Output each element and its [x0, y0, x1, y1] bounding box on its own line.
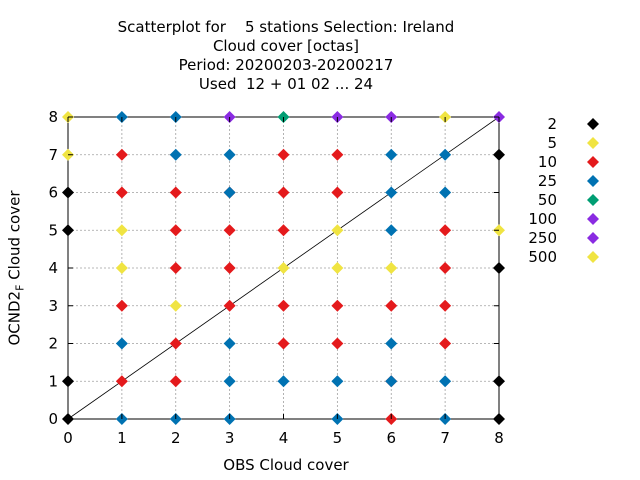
legend-label: 10: [538, 153, 557, 171]
y-tick-label: 2: [48, 335, 58, 353]
data-point: [439, 375, 452, 388]
data-point: [169, 375, 182, 388]
legend-marker: [587, 194, 599, 206]
legend-marker: [587, 118, 599, 130]
data-point: [439, 262, 452, 274]
legend-marker: [587, 232, 599, 244]
data-point: [385, 148, 398, 161]
legend-label: 5: [547, 134, 557, 152]
y-tick-label: 3: [48, 297, 58, 315]
data-point: [385, 224, 398, 237]
legend-marker: [587, 251, 599, 263]
data-point: [385, 375, 398, 388]
y-axis-label: OCND2F Cloud cover: [5, 190, 27, 346]
data-point: [439, 186, 452, 199]
chart-title-line3: Period: 20200203-20200217: [178, 56, 394, 74]
data-point: [277, 224, 290, 237]
data-point: [169, 337, 182, 350]
data-point: [169, 186, 182, 199]
data-point: [277, 337, 290, 350]
data-point: [277, 148, 290, 161]
y-tick-label: 1: [48, 372, 58, 390]
data-point: [115, 148, 128, 161]
data-point: [277, 375, 290, 388]
x-tick-label: 8: [494, 429, 504, 447]
y-tick-label: 4: [48, 259, 58, 277]
data-point: [223, 299, 236, 312]
legend-label: 250: [528, 229, 557, 247]
x-tick-label: 6: [386, 429, 396, 447]
data-point: [439, 299, 452, 312]
x-tick-label: 5: [333, 429, 343, 447]
data-point: [115, 299, 128, 312]
data-point: [331, 148, 344, 161]
data-point: [223, 337, 236, 350]
data-point: [223, 375, 236, 388]
data-point: [115, 337, 128, 350]
legend-marker: [587, 175, 599, 187]
data-point: [169, 299, 182, 312]
x-tick-label: 7: [440, 429, 450, 447]
x-tick-label: 0: [63, 429, 73, 447]
data-point: [331, 186, 344, 199]
legend-label: 500: [528, 248, 557, 266]
legend-label: 25: [538, 172, 557, 190]
chart-title-line2: Cloud cover [octas]: [212, 37, 360, 55]
data-point: [385, 262, 398, 274]
legend-marker: [587, 156, 599, 168]
data-point: [331, 262, 344, 274]
data-point: [115, 224, 128, 237]
data-point: [223, 262, 236, 274]
x-axis-label: OBS Cloud cover: [223, 456, 349, 474]
x-tick-label: 4: [279, 429, 289, 447]
y-tick-label: 5: [48, 221, 58, 239]
data-point: [385, 337, 398, 350]
data-point: [277, 186, 290, 199]
data-point: [331, 337, 344, 350]
data-point: [331, 375, 344, 388]
data-point: [169, 262, 182, 274]
legend-marker: [587, 137, 599, 149]
y-tick-label: 0: [48, 410, 58, 428]
legend-label: 2: [547, 115, 557, 133]
data-point: [115, 262, 128, 274]
data-point: [385, 299, 398, 312]
chart-title-line1: Scatterplot for 5 stations Selection: Ir…: [117, 18, 455, 36]
data-point: [385, 186, 398, 199]
chart-title-line4: Used 12 + 01 02 ... 24: [198, 75, 374, 93]
data-point: [439, 148, 452, 161]
legend-label: 50: [538, 191, 557, 209]
data-point: [115, 375, 128, 388]
data-point: [277, 262, 290, 274]
y-tick-label: 8: [48, 108, 58, 126]
legend-marker: [587, 213, 599, 225]
y-tick-label: 7: [48, 146, 58, 164]
data-point: [169, 148, 182, 161]
y-tick-label: 6: [48, 184, 58, 202]
x-tick-label: 3: [225, 429, 235, 447]
y-ticks: 0 1 2 3 4 5 6 7 8: [48, 108, 499, 428]
data-point: [223, 148, 236, 161]
x-ticks: 0 1 2 3 4 5 6 7 8: [63, 117, 504, 447]
x-tick-label: 2: [171, 429, 181, 447]
data-point: [115, 186, 128, 199]
legend-label: 100: [528, 210, 557, 228]
data-point: [169, 224, 182, 237]
data-point: [439, 224, 452, 237]
data-point: [277, 299, 290, 312]
data-point: [331, 224, 344, 237]
data-point: [223, 224, 236, 237]
x-tick-label: 1: [117, 429, 127, 447]
data-point: [223, 186, 236, 199]
data-point: [439, 337, 452, 350]
data-point: [331, 299, 344, 312]
